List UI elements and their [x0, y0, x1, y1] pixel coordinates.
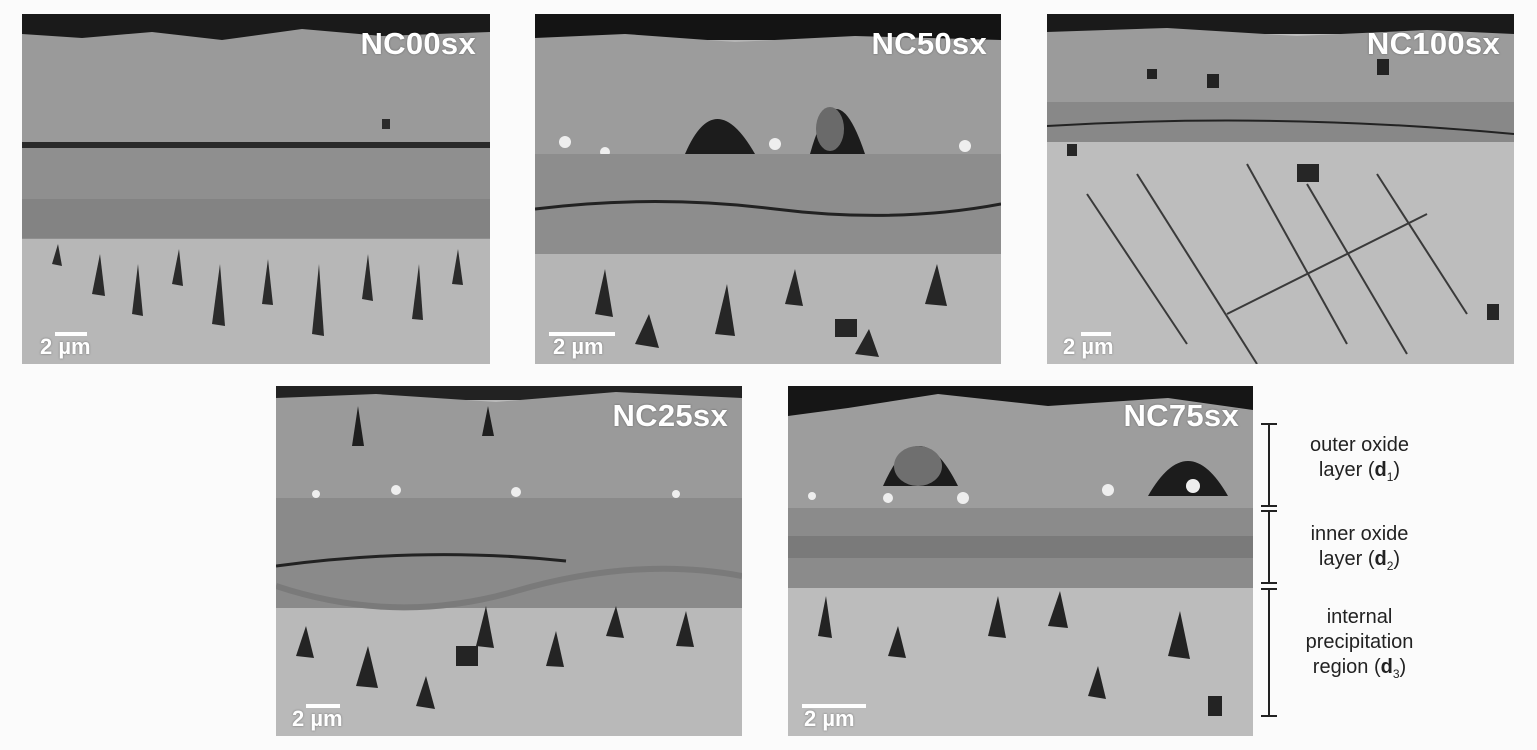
scale-bar	[55, 332, 87, 336]
scale-label: 2 µm	[1063, 334, 1114, 359]
scale-bar	[1081, 332, 1111, 336]
scale-label: 2 µm	[804, 706, 855, 731]
scale-label: 2 µm	[553, 334, 604, 359]
micrograph-nc00sx: NC00sx 2 µm	[22, 14, 490, 364]
micrograph-nc75sx: NC75sx 2 µm	[788, 386, 1253, 736]
micrograph-nc100sx: NC100sx 2 µm	[1047, 14, 1514, 364]
micrograph-nc25sx: NC25sx 2 µm	[276, 386, 742, 736]
micrograph-image	[22, 14, 490, 364]
internal-precipitation-label: internal precipitation region (d3)	[1305, 606, 1414, 681]
micrograph-image	[788, 386, 1253, 736]
scale-bar	[802, 704, 866, 708]
outer-oxide-bracket	[1268, 423, 1270, 506]
micrograph-image	[1047, 14, 1514, 364]
internal-precipitation-bracket	[1268, 588, 1270, 716]
bracket-tick	[1261, 715, 1277, 717]
micrograph-image	[276, 386, 742, 736]
bracket-tick	[1261, 582, 1277, 584]
micrograph-image	[535, 14, 1001, 364]
bracket-tick	[1261, 505, 1277, 507]
panel-label: NC50sx	[871, 26, 987, 61]
outer-oxide-label: outer oxide layer (d1)	[1310, 434, 1409, 484]
scale-bar	[549, 332, 615, 336]
inner-oxide-bracket	[1268, 510, 1270, 583]
panel-label: NC75sx	[1123, 398, 1239, 433]
panel-label: NC25sx	[612, 398, 728, 433]
panel-label: NC00sx	[360, 26, 476, 61]
scale-label: 2 µm	[292, 706, 343, 731]
panel-label: NC100sx	[1366, 26, 1500, 61]
scale-label: 2 µm	[40, 334, 91, 359]
bracket-tick	[1261, 423, 1277, 425]
scale-bar	[306, 704, 340, 708]
inner-oxide-label: inner oxide layer (d2)	[1310, 523, 1409, 573]
micrograph-nc50sx: NC50sx 2 µm	[535, 14, 1001, 364]
